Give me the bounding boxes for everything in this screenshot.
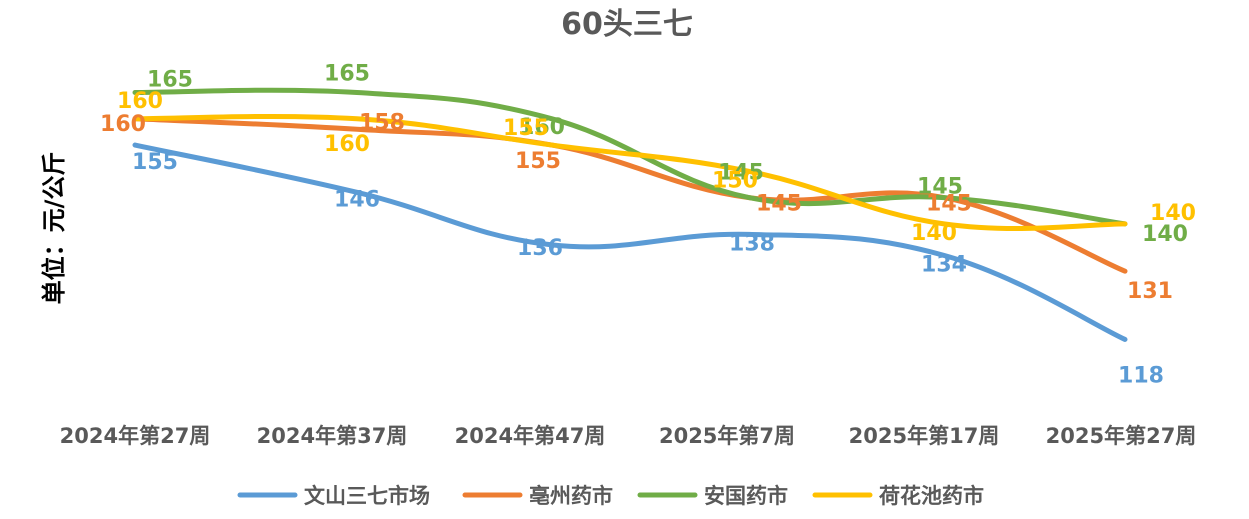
data-label: 140 (911, 221, 957, 246)
x-tick-label: 2024年第37周 (257, 424, 408, 448)
data-label: 145 (926, 192, 972, 217)
data-label: 136 (517, 236, 563, 261)
series-lines (132, 87, 1128, 342)
legend-label: 文山三七市场 (304, 484, 430, 508)
legend-label: 亳州药市 (529, 484, 613, 508)
series-line (132, 113, 1128, 232)
data-label: 140 (1142, 222, 1188, 247)
legend-label: 安国药市 (704, 484, 788, 508)
chart-title: 60头三七 (561, 7, 693, 42)
data-label: 155 (515, 149, 561, 174)
data-label: 158 (359, 110, 405, 135)
data-label: 140 (1150, 201, 1196, 226)
data-label: 145 (756, 192, 802, 217)
data-label: 160 (324, 132, 370, 157)
series-line (132, 116, 1128, 274)
data-label: 146 (334, 187, 380, 212)
data-label: 134 (921, 252, 967, 277)
y-axis-label: 单位：元/公斤 (40, 152, 68, 305)
data-label: 160 (519, 115, 565, 140)
data-label: 138 (729, 231, 775, 256)
x-tick-label: 2024年第47周 (455, 424, 606, 448)
x-axis-ticks: 2024年第27周 2024年第37周 2024年第47周 2025年第7周 2025年… (60, 424, 1197, 448)
data-label: 155 (503, 116, 549, 141)
legend: 文山三七市场 亳州药市 安国药市 荷花池药市 (237, 484, 984, 508)
x-tick-label: 2025年第17周 (849, 424, 1000, 448)
series-line (132, 142, 1128, 342)
legend-label: 荷花池药市 (879, 484, 984, 508)
data-label: 165 (324, 62, 370, 87)
data-label: 145 (917, 175, 963, 200)
data-label: 165 (147, 68, 193, 93)
data-label: 145 (718, 161, 764, 186)
x-tick-label: 2025年第27周 (1046, 424, 1197, 448)
data-label: 131 (1127, 279, 1173, 304)
data-label: 160 (100, 112, 146, 137)
data-label: 150 (712, 168, 758, 193)
data-label: 155 (132, 150, 178, 175)
x-tick-label: 2025年第7周 (659, 424, 795, 448)
data-label: 118 (1118, 363, 1164, 388)
data-label: 160 (117, 89, 163, 114)
x-tick-label: 2024年第27周 (60, 424, 211, 448)
